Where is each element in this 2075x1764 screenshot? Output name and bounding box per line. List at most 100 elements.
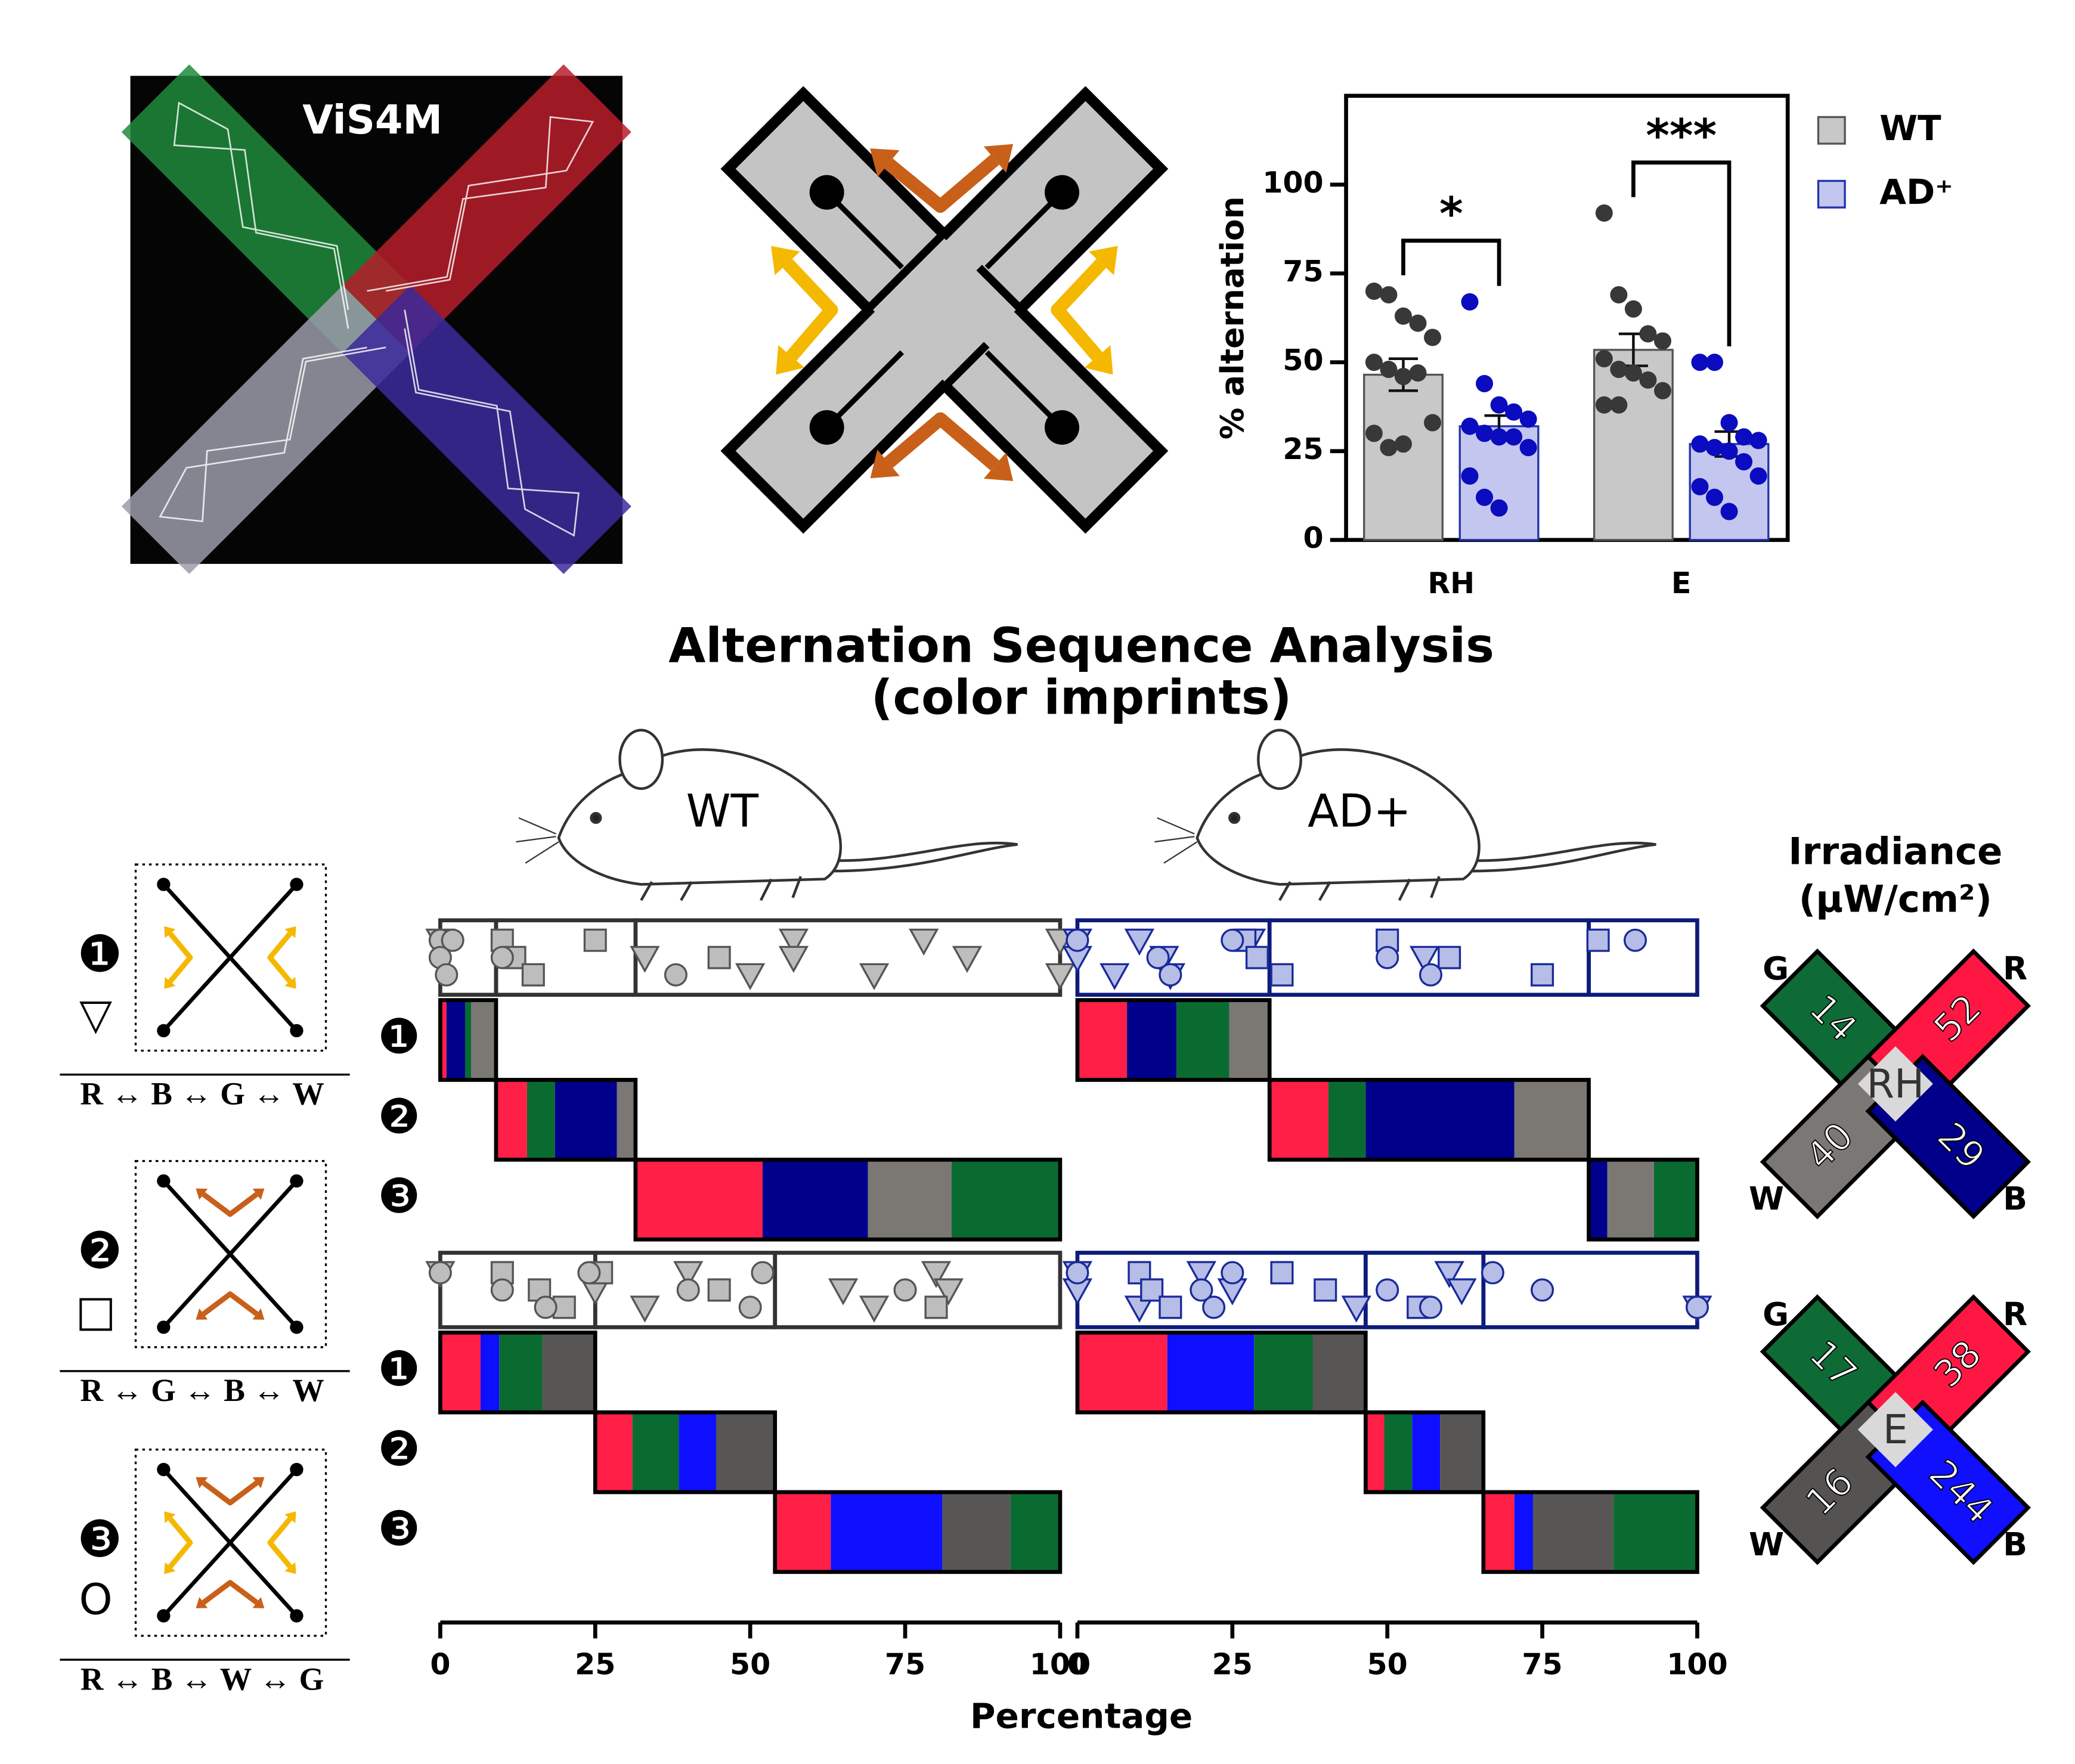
y-tick-label: 0 [1303,520,1323,555]
marker-circle [1419,963,1442,987]
marker-square [707,1278,731,1302]
sequence-segment [1176,1000,1229,1080]
irradiance-unit: (μW/cm²) [1799,878,1992,921]
photo-arm [342,285,631,574]
scheme-dot [290,1609,303,1623]
x-tick-label: 25 [1212,1647,1253,1682]
x-tick-label: RH [1427,566,1475,600]
arrow-head [870,449,900,479]
arrow-head [196,1308,208,1320]
data-point [1639,371,1657,389]
mouse-drawing [516,728,1018,901]
maze-dot [1045,175,1080,210]
marker-triangle [859,1295,890,1323]
arrow-head [164,1511,176,1524]
mouse-leg [791,876,803,898]
maze-dot [1045,410,1080,445]
legend-swatch [1817,116,1846,145]
marker-square [521,963,545,987]
maze-diagram [720,86,1169,534]
sequence-frame [438,998,498,1082]
marker-circle [1221,1261,1244,1285]
arrow-shaft [202,1580,259,1605]
arrow-head [983,452,1014,481]
scheme-box [134,1160,327,1348]
significance-label: * [1439,188,1463,240]
mouse-whisker [1157,817,1195,835]
scheme-arm [162,956,232,1033]
sequence-segment [1653,1160,1698,1240]
scheme-diagram [157,1462,303,1623]
data-point [1735,428,1753,446]
sequence-frame [1075,998,1272,1082]
irradiance-letter: B [2003,1180,2027,1217]
sequence-segment [471,1000,496,1080]
photo-maze [121,64,631,574]
photo-arm [342,64,631,354]
x-tick-label: 75 [885,1647,925,1682]
marker-circle [441,928,464,952]
scheme-arm [162,1468,232,1544]
arrow-shaft [267,932,292,984]
marker-square [1531,963,1554,987]
sequence-segment [831,1492,943,1572]
irradiance-center-label: E [1883,1406,1908,1453]
mouse-leg [1430,876,1441,898]
irradiance-letter: G [1763,1295,1789,1333]
arrow-shaft [202,1192,259,1217]
arrow-head [196,1596,208,1608]
sequence-segment [617,1080,636,1160]
marker-circle [1419,1295,1442,1319]
marker-triangle [630,1295,660,1323]
arrow-head [983,144,1014,173]
data-point [1610,286,1628,303]
y-tick-label: 50 [1283,343,1323,377]
sequence-segment [440,1332,481,1413]
sequence-frame [1075,1330,1368,1415]
scheme-dot [157,1024,171,1038]
data-point [1380,361,1398,379]
data-point [1735,453,1753,471]
data-point [1624,300,1642,318]
sequence-segment [440,1000,447,1080]
scheme-arm [228,1179,298,1255]
sequence-segment [595,1412,633,1492]
scheme-symbol: ▽ [79,990,112,1039]
data-point [1490,396,1508,414]
marker-circle [1481,1261,1504,1285]
arrow-shaft [884,412,999,471]
photo-arm [121,285,411,574]
row-label: ❸ [377,1501,420,1557]
marker-circle [435,963,459,987]
data-point [1595,350,1613,368]
legend-label: WT [1879,108,1941,148]
sequence-frame [1363,1410,1486,1495]
sequence-frame [1267,1078,1591,1162]
arrow-head [252,1596,265,1608]
scheme-dot [157,1320,171,1334]
marker-circle [1202,1295,1226,1319]
sequence-segment [679,1412,716,1492]
x-tick-label: 100 [1667,1647,1727,1682]
sequence-segment [635,1160,763,1240]
sequence-frame [1481,1490,1699,1574]
data-point [1720,414,1738,432]
sequence-segment [716,1412,775,1492]
data-point [1476,488,1494,506]
marker-triangle [778,945,809,973]
data-point [1720,503,1738,520]
marker-circle [1531,1278,1554,1302]
data-point [1691,435,1709,453]
data-point [1610,361,1628,379]
sequence-segment [952,1160,1060,1240]
sequence-segment [1412,1412,1441,1492]
marker-circle [751,1261,775,1285]
scheme-arm [162,1253,232,1329]
marker-triangle [1124,928,1155,956]
marker-circle [534,1295,558,1319]
data-point [1705,488,1723,506]
sequence-segment [1607,1160,1654,1240]
scheme-dot [157,1174,171,1188]
x-tick-label: 75 [1522,1647,1562,1682]
arrow-head [252,1308,265,1320]
